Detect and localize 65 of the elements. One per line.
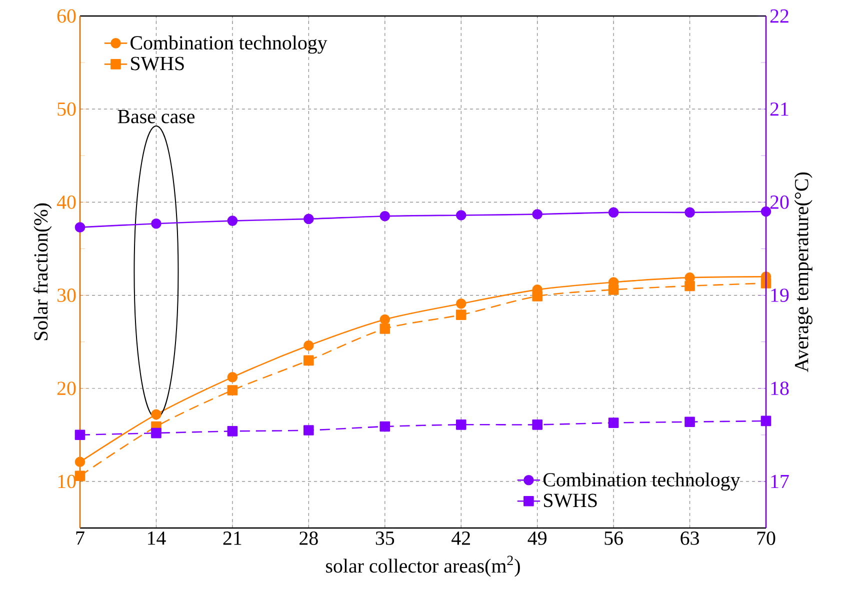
- point: [304, 214, 314, 224]
- y-tick-label: 60: [57, 9, 76, 23]
- point: [456, 298, 466, 309]
- y-tick-label: 20: [57, 382, 76, 396]
- y2-tick-label: 20: [770, 195, 789, 209]
- y-tick-label: 40: [56, 195, 76, 209]
- point: [532, 420, 542, 430]
- y2-tick-label: 21: [770, 102, 788, 116]
- point: [608, 418, 619, 428]
- point: [227, 426, 238, 436]
- point: [151, 409, 162, 420]
- point: [684, 416, 695, 428]
- y-tick-label: 30: [58, 288, 76, 302]
- point: [74, 430, 86, 440]
- point: [684, 207, 695, 218]
- point: [684, 280, 695, 292]
- point: [380, 314, 390, 325]
- point: [760, 206, 772, 217]
- point: [380, 324, 390, 334]
- point: [456, 210, 466, 220]
- point: [74, 456, 86, 468]
- x-tick-label: 49: [528, 532, 546, 545]
- point: [74, 470, 86, 482]
- point: [304, 355, 314, 366]
- legend-label: Combination technology: [543, 472, 740, 491]
- point: [380, 421, 390, 432]
- point: [532, 209, 542, 220]
- point: [227, 372, 238, 382]
- legend-label: SWHS: [131, 56, 184, 70]
- y-tick-label: 50: [58, 102, 76, 116]
- point: [151, 428, 162, 438]
- point: [532, 291, 542, 302]
- x-tick-label: 28: [300, 532, 318, 545]
- point: [608, 207, 619, 218]
- point: [456, 420, 466, 430]
- x-tick-label: 63: [680, 532, 699, 545]
- y2-axis-title: Average temperature(°C): [794, 172, 812, 372]
- legend-label: SWHS: [544, 494, 597, 508]
- point: [74, 222, 86, 232]
- x-tick-label: 7: [76, 532, 84, 545]
- x-tick-label: 42: [452, 532, 470, 545]
- y2-tick-label: 19: [771, 288, 789, 302]
- point: [760, 278, 772, 288]
- point: [304, 425, 314, 436]
- point: [456, 310, 466, 320]
- y2-tick-label: 18: [771, 382, 789, 396]
- legend-label: Combination technology: [130, 36, 328, 54]
- point: [380, 210, 390, 222]
- point: [608, 284, 619, 295]
- y2-tick-label: 22: [770, 9, 788, 23]
- x-tick-label: 21: [223, 532, 242, 545]
- x-axis-title: solar collector areas(m$^{2}$): [326, 556, 520, 577]
- point: [227, 385, 238, 396]
- x-tick-label: 14: [148, 532, 166, 545]
- y2-tick-label: 17: [771, 474, 789, 488]
- point: [151, 218, 162, 229]
- point: [304, 340, 314, 351]
- x-tick-label: 56: [604, 532, 623, 545]
- x-tick-label: 35: [376, 532, 394, 545]
- annotation: Base case: [118, 110, 195, 124]
- y-tick-label: 10: [58, 474, 76, 488]
- point: [760, 416, 772, 426]
- point: [227, 216, 238, 226]
- y-axis-title: Solar fraction(%): [33, 203, 52, 340]
- x-tick-label: 70: [757, 532, 776, 545]
